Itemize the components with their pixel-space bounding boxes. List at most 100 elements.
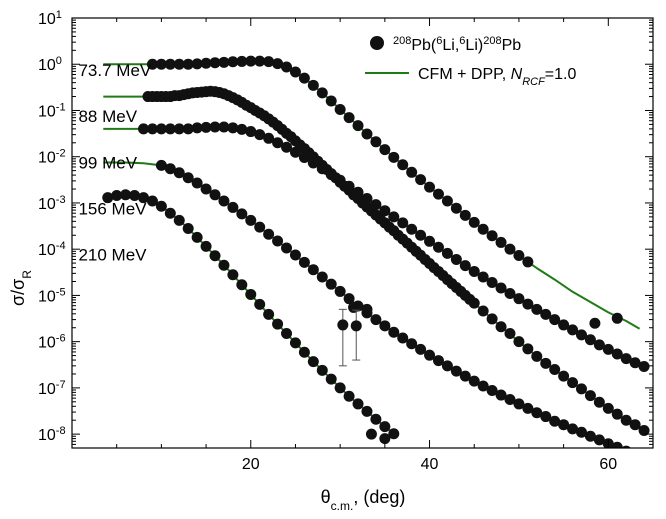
data-point [138, 192, 150, 204]
data-point [289, 66, 301, 78]
data-point [254, 55, 266, 67]
data-point [272, 58, 284, 70]
data-point [352, 120, 364, 132]
data-point [200, 57, 212, 69]
data-point [263, 132, 275, 144]
data-point [361, 303, 373, 315]
data-point [370, 413, 382, 425]
data-point [182, 223, 194, 235]
data-point [173, 58, 185, 70]
data-point [549, 363, 561, 375]
data-point [334, 382, 346, 394]
data-point [334, 103, 346, 115]
data-point [236, 123, 248, 135]
data-point [513, 293, 525, 305]
data-point [254, 298, 266, 310]
y-tick-label: 10-3 [38, 194, 66, 213]
data-point [450, 365, 462, 377]
x-tick-label: 40 [421, 456, 439, 473]
data-point [361, 405, 373, 417]
data-point [441, 247, 453, 259]
data-point [468, 265, 480, 277]
data-point [263, 56, 275, 68]
data-point [432, 241, 444, 253]
data-point [164, 58, 176, 70]
data-point [629, 357, 641, 369]
data-point [227, 269, 239, 281]
data-point [495, 389, 507, 401]
data-point [209, 57, 221, 69]
data-point [343, 293, 355, 305]
data-point [513, 398, 525, 410]
data-point [343, 112, 355, 124]
y-tick-label: 101 [38, 9, 62, 28]
data-point [379, 421, 391, 433]
data-point [200, 121, 212, 133]
data-point [272, 318, 284, 330]
data-point [406, 338, 418, 350]
data-point [531, 303, 543, 315]
data-point [361, 128, 373, 140]
data-point [236, 279, 248, 291]
data-point [575, 329, 587, 341]
data-point [477, 223, 489, 235]
data-point [307, 157, 319, 169]
data-point [379, 433, 391, 445]
data-point [182, 172, 194, 184]
data-point [602, 343, 614, 355]
data-point [227, 122, 239, 134]
data-point [567, 324, 579, 336]
data-point [486, 384, 498, 396]
data-point [406, 223, 418, 235]
data-point [432, 188, 444, 200]
data-point [325, 373, 337, 385]
plot-frame [71, 17, 654, 449]
data-point [343, 390, 355, 402]
x-axis-title: θc.m., (deg) [321, 487, 406, 513]
data-point [155, 58, 167, 70]
data-point [191, 122, 203, 134]
energy-label: 88 MeV [78, 107, 137, 126]
y-tick-label: 100 [38, 55, 62, 74]
data-point [352, 186, 364, 198]
data-point [504, 288, 516, 300]
data-point [281, 328, 293, 340]
data-point [379, 144, 391, 156]
data-point [218, 56, 230, 68]
data-point [611, 408, 623, 420]
data-point [146, 123, 158, 135]
data-point [316, 364, 328, 376]
data-point [370, 136, 382, 148]
data-point [495, 321, 507, 333]
data-point [316, 87, 328, 99]
data-point [334, 285, 346, 297]
data-point [325, 95, 337, 107]
data-point [486, 230, 498, 242]
data-point [352, 398, 364, 410]
data-point [621, 445, 631, 448]
data-point [155, 200, 167, 212]
data-point [415, 174, 427, 186]
data-point [289, 146, 301, 158]
data-point [155, 123, 167, 135]
data-point [522, 343, 534, 355]
data-point [513, 336, 525, 348]
data-point [361, 192, 373, 204]
data-point [191, 231, 203, 243]
data-point [173, 167, 185, 179]
data-point [209, 121, 221, 133]
data-point [540, 308, 552, 320]
data-point [289, 249, 301, 261]
data-point [343, 180, 355, 192]
x-tick-label: 20 [242, 456, 260, 473]
data-point [272, 235, 284, 247]
data-point [298, 152, 310, 164]
y-tick-label: 10-5 [38, 286, 66, 305]
data-point [254, 129, 266, 141]
data-point [477, 305, 489, 317]
data-point [459, 209, 471, 221]
data-point [218, 121, 230, 133]
data-point [200, 183, 212, 195]
data-point [120, 189, 132, 201]
